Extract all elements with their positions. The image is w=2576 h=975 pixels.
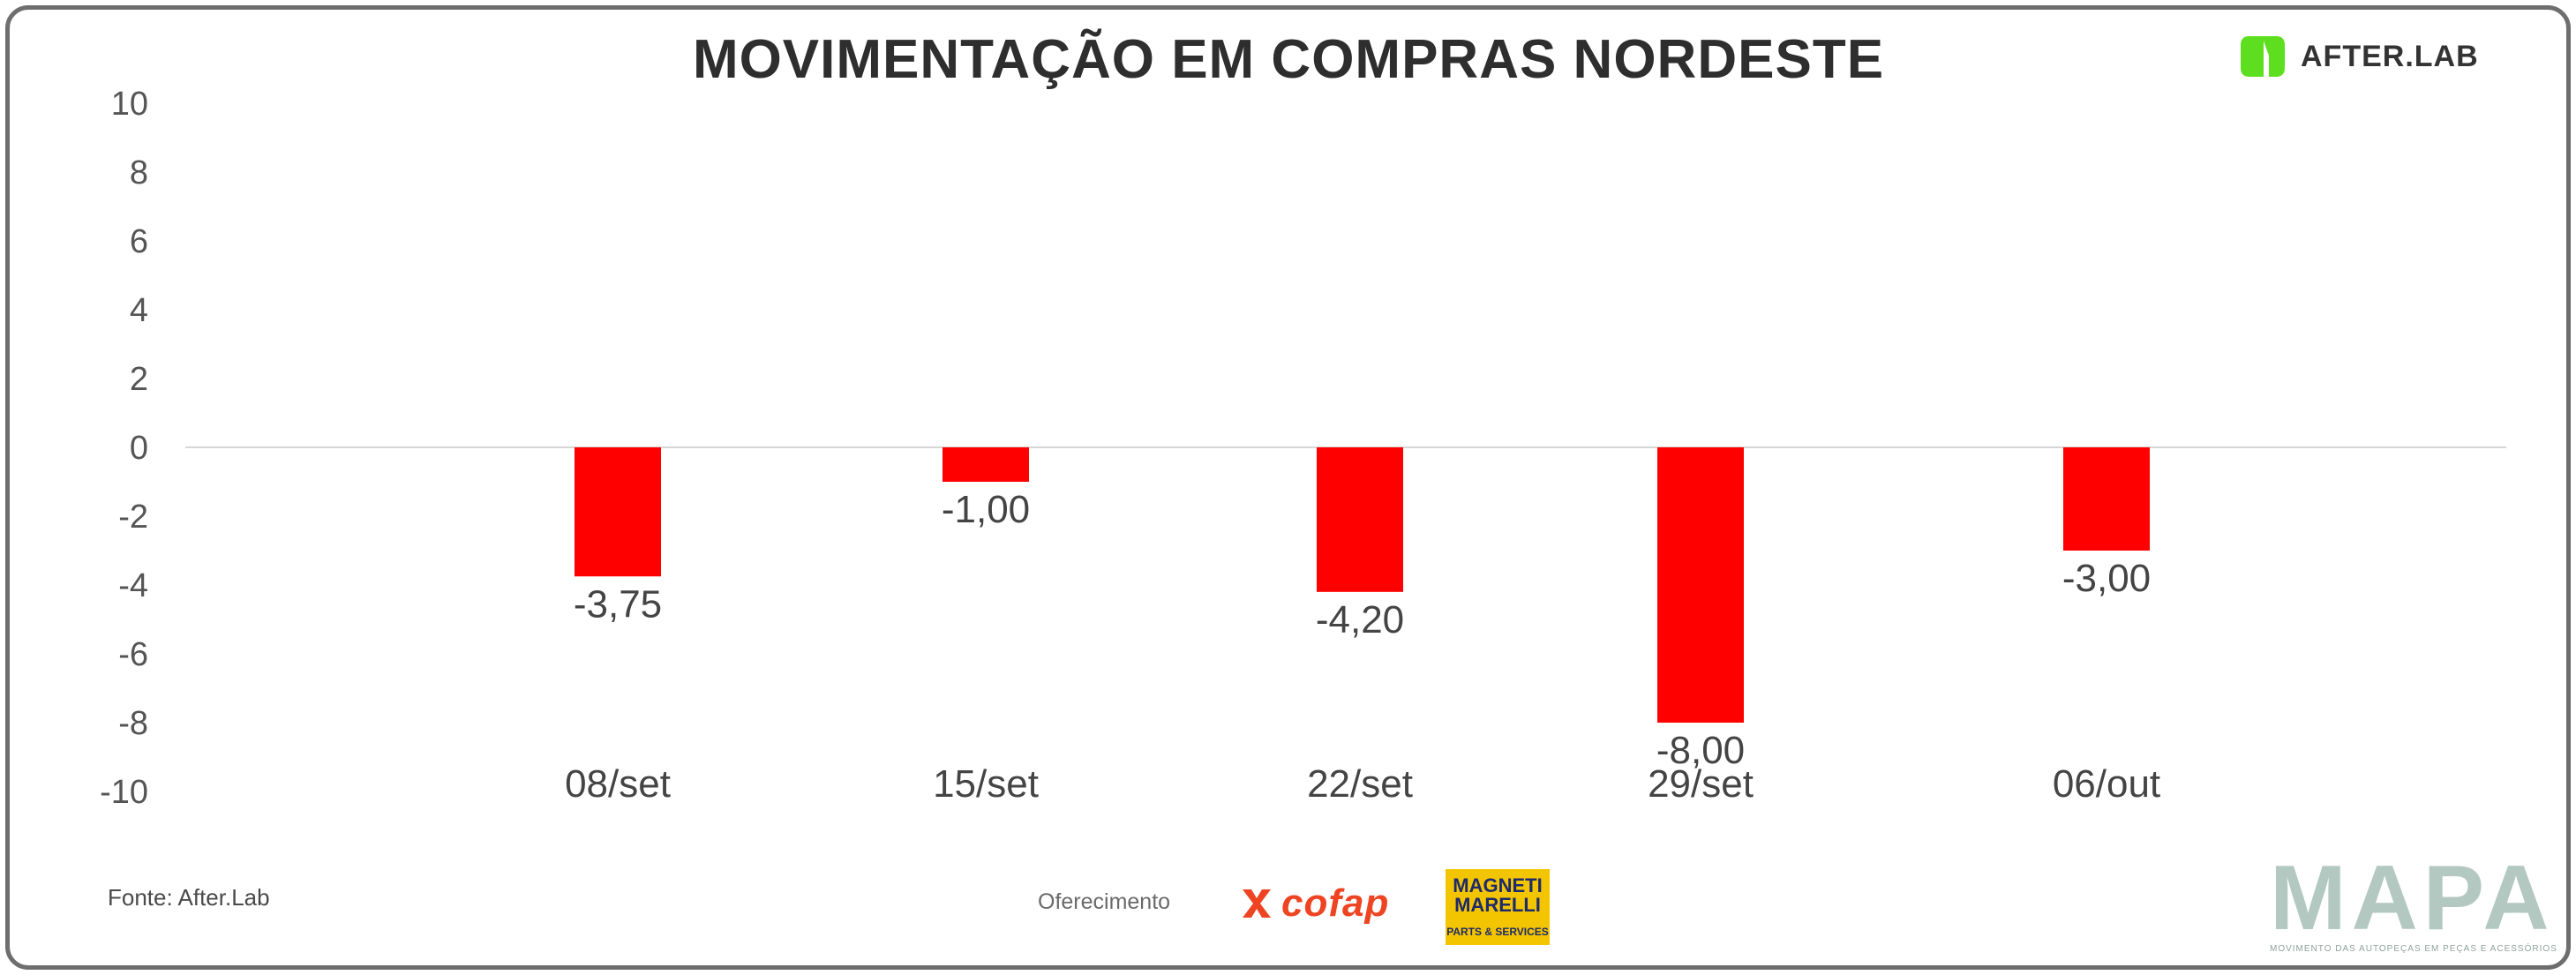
- magneti-marelli-logo-text: MAGNETI MARELLI: [1453, 874, 1543, 916]
- y-tick-label: 0: [130, 430, 148, 467]
- data-label: -3,75: [574, 582, 662, 626]
- y-tick-label: 8: [130, 154, 148, 191]
- y-tick-label: 2: [130, 361, 148, 398]
- data-label: -4,20: [1316, 598, 1404, 641]
- x-tick-label: 29/set: [1648, 762, 1754, 806]
- afterlab-logo-icon: [2237, 33, 2288, 80]
- data-label: -8,00: [1656, 729, 1745, 772]
- y-tick-label: 10: [111, 86, 148, 123]
- y-tick-label: -10: [100, 774, 148, 811]
- source-note: Fonte: After.Lab: [108, 884, 270, 911]
- y-tick-label: -8: [118, 705, 148, 742]
- x-tick-label: 08/set: [565, 762, 671, 806]
- mapa-logo: MAPA MOVIMENTO DAS AUTOPEÇAS EM PEÇAS E …: [2270, 847, 2557, 954]
- cofap-logo-text: cofap: [1281, 881, 1390, 925]
- magneti-marelli-subtext: PARTS & SERVICES: [1446, 926, 1549, 938]
- sponsor-label: Oferecimento: [1038, 889, 1171, 914]
- magneti-marelli-logo: MAGNETI MARELLI PARTS & SERVICES: [1446, 869, 1550, 945]
- afterlab-logo: AFTER.LAB: [2237, 32, 2502, 81]
- bar: [1317, 447, 1403, 592]
- cofap-logo: cofap: [1237, 879, 1389, 928]
- y-tick-label: 4: [130, 292, 148, 329]
- y-tick-label: -2: [118, 499, 148, 536]
- bar: [1657, 447, 1744, 723]
- afterlab-logo-text: AFTER.LAB: [2301, 39, 2479, 73]
- y-tick-label: -6: [118, 636, 148, 673]
- y-tick-label: -4: [118, 567, 148, 604]
- data-label: -3,00: [2062, 557, 2151, 600]
- mapa-logo-text: MAPA: [2270, 847, 2555, 949]
- data-label: -1,00: [942, 488, 1030, 531]
- chart-title: MOVIMENTAÇÃO EM COMPRAS NORDESTE: [692, 29, 1885, 90]
- bar: [943, 447, 1029, 482]
- y-tick-label: 6: [130, 223, 148, 260]
- x-tick-label: 06/out: [2053, 762, 2160, 806]
- bar: [575, 447, 661, 577]
- x-tick-label: 15/set: [933, 762, 1039, 806]
- bar: [2063, 447, 2150, 551]
- mapa-tagline: MOVIMENTO DAS AUTOPEÇAS EM PEÇAS E ACESS…: [2270, 944, 2557, 954]
- x-tick-label: 22/set: [1307, 762, 1413, 806]
- cofap-x-icon: [1243, 889, 1271, 918]
